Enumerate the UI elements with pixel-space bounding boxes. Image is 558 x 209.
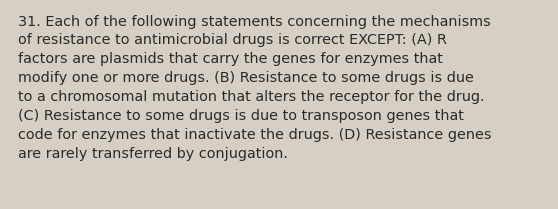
Text: 31. Each of the following statements concerning the mechanisms
of resistance to : 31. Each of the following statements con… [18,15,492,161]
